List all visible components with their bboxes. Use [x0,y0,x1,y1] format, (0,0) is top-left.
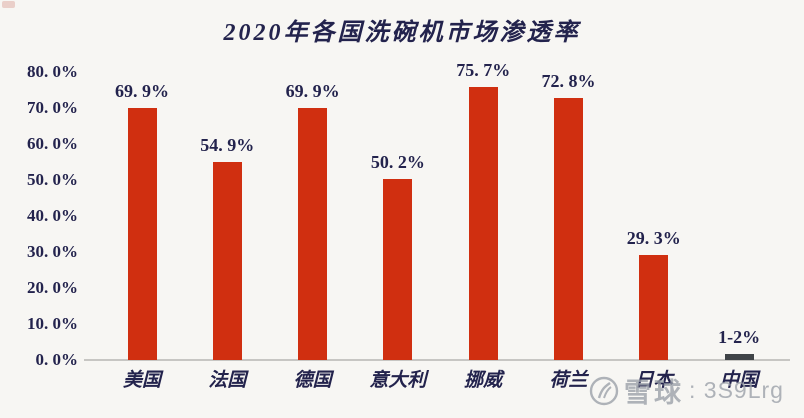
bar [298,108,328,360]
bar-value-label: 75. 7% [456,60,511,81]
bar [383,179,413,360]
bar [724,353,754,360]
x-axis-label: 荷兰 [549,370,588,391]
y-axis-tick-label: 10. 0% [27,314,78,333]
y-axis-tick-label: 60. 0% [27,134,78,153]
bar-value-label: 1-2% [718,326,761,347]
y-axis-tick-label: 0. 0% [35,350,79,369]
bar [127,108,157,360]
bar [212,162,242,360]
x-axis-label: 美国 [122,370,161,391]
x-axis-label: 意大利 [369,370,427,391]
bar-value-label: 69. 9% [115,81,169,102]
x-axis-label: 挪威 [464,370,503,391]
bar-value-label: 69. 9% [285,81,340,102]
y-axis-tick-label: 20. 0% [27,278,78,297]
x-axis-label: 中国 [720,370,759,391]
bar-value-label: 72. 8% [541,70,596,91]
x-axis-label: 德国 [293,370,332,391]
x-axis-label: 法国 [208,370,247,391]
bar-value-label: 50. 2% [370,152,425,173]
y-axis-tick-label: 40. 0% [27,206,78,225]
bar-value-label: 29. 3% [626,227,681,248]
y-axis-tick-label: 50. 0% [27,170,78,189]
x-axis-label: 日本 [634,370,673,391]
bar [554,97,583,360]
y-axis-tick-label: 80. 0% [27,62,78,81]
x-axis-line [84,359,790,361]
bar [468,87,498,360]
bar [639,254,669,360]
y-axis-tick-label: 30. 0% [27,242,78,261]
corner-artifact [2,1,15,8]
y-axis-tick-label: 70. 0% [27,98,78,117]
bar-value-label: 54. 9% [200,135,255,156]
chart-title: 2020年各国洗碗机市场渗透率 [223,20,581,46]
